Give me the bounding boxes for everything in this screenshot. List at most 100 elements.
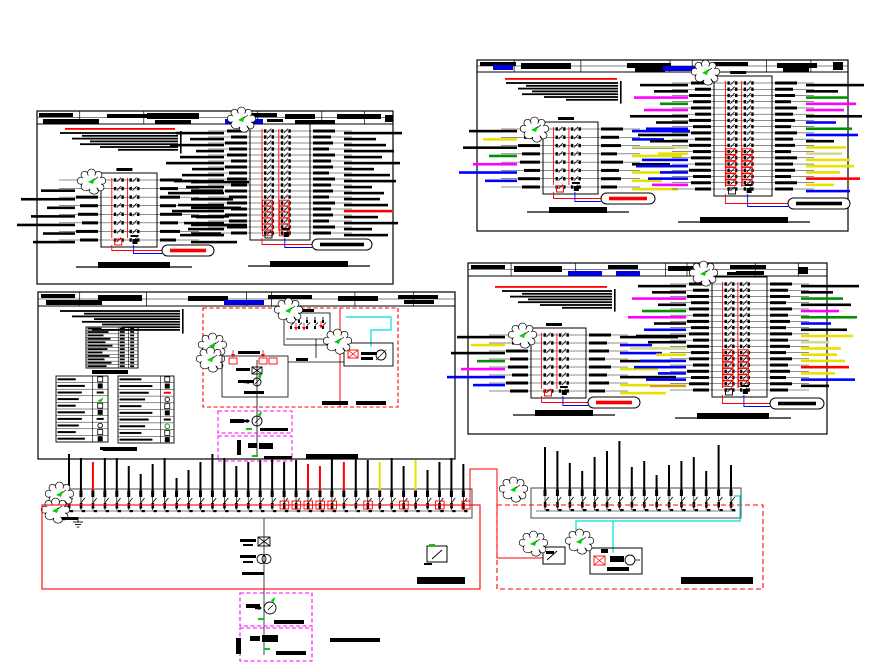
boundary-label-2 bbox=[356, 401, 386, 405]
boundary-label-1 bbox=[322, 401, 348, 405]
sheet-c-notes bbox=[495, 286, 616, 312]
rev-cloud-d1 bbox=[273, 297, 304, 324]
upper-panel-label bbox=[300, 309, 314, 312]
transformer-label2 bbox=[243, 561, 253, 563]
feeder-switch-label2 bbox=[243, 544, 253, 546]
mc1-arrow bbox=[246, 604, 260, 608]
genset-breaker bbox=[347, 349, 359, 359]
meter-room-1 bbox=[217, 410, 293, 434]
main-board-box bbox=[221, 355, 289, 398]
sheet-b-titlebar bbox=[476, 59, 849, 73]
mr2-wall bbox=[237, 440, 241, 455]
riser-cloud-label bbox=[62, 517, 78, 520]
genset-box bbox=[343, 342, 394, 367]
rev-cloud-d4 bbox=[322, 328, 353, 355]
feeder-note bbox=[242, 572, 264, 575]
panelboard-c2 bbox=[628, 260, 859, 419]
mc1-label bbox=[274, 620, 304, 624]
mr2-mark bbox=[252, 455, 258, 457]
meter-cabinet-1 bbox=[239, 592, 313, 627]
main-cb-2 bbox=[258, 357, 268, 365]
riser-title-left bbox=[306, 454, 358, 459]
trip-arrow-2 bbox=[302, 323, 306, 331]
interconnect-red bbox=[469, 468, 543, 559]
main-distribution-board bbox=[56, 454, 473, 519]
ats-box bbox=[542, 546, 566, 565]
sheet-a-notes bbox=[60, 128, 182, 154]
zone-left-title bbox=[417, 577, 465, 584]
load-table bbox=[85, 326, 139, 369]
meter-room-2 bbox=[217, 435, 293, 462]
tie-label bbox=[296, 358, 308, 361]
spare-switch-box bbox=[426, 545, 448, 563]
genset-right-label bbox=[607, 567, 629, 571]
rev-cloud-d3 bbox=[195, 346, 226, 373]
rev-cloud-ats bbox=[518, 530, 549, 557]
mc2-sym1 bbox=[250, 636, 260, 641]
main-cb-1 bbox=[228, 357, 238, 365]
feeder-switch bbox=[257, 536, 271, 547]
transformer-label1 bbox=[240, 555, 256, 558]
genset-label-1 bbox=[361, 352, 377, 355]
genset-shaft bbox=[375, 349, 387, 361]
zone-left bbox=[41, 504, 481, 590]
main-switch bbox=[251, 366, 263, 375]
sheet-c-titlebar bbox=[467, 262, 828, 277]
sheet-b-notes bbox=[505, 78, 622, 104]
zone-right-title bbox=[681, 577, 753, 584]
rev-cloud-genset bbox=[564, 528, 595, 555]
mr1-mark bbox=[246, 428, 252, 430]
feeder-switch-label1 bbox=[240, 539, 256, 542]
load-table-caption bbox=[92, 370, 128, 374]
genset-label-2 bbox=[361, 357, 373, 360]
panelboard-a1 bbox=[17, 168, 249, 268]
panelboard-a2 bbox=[166, 106, 402, 267]
control-wire-cyan-1 bbox=[575, 495, 741, 547]
main-switch-label bbox=[236, 368, 250, 371]
mr1-arrow bbox=[230, 419, 244, 423]
mr1-label bbox=[260, 428, 288, 431]
main-arrow-1 bbox=[231, 350, 235, 358]
sheet-d-notes bbox=[60, 309, 184, 334]
mr2-sym2 bbox=[259, 443, 273, 449]
main-meter-label bbox=[238, 380, 254, 383]
legend-right bbox=[117, 375, 175, 444]
genset-right-box bbox=[589, 547, 643, 575]
upper-panel-box bbox=[283, 312, 331, 346]
genset-right-blob bbox=[610, 556, 624, 562]
trip-arrow-1 bbox=[294, 323, 298, 331]
ats-label bbox=[546, 551, 554, 554]
mr1-meter bbox=[243, 411, 263, 427]
spare-switch-blade bbox=[431, 549, 443, 560]
genset-top-tap1 bbox=[601, 549, 608, 553]
rev-cloud-riser-3 bbox=[498, 476, 529, 503]
zone-right bbox=[496, 504, 764, 590]
panelboard-c1 bbox=[447, 322, 678, 416]
meter-cabinet-2 bbox=[239, 627, 313, 662]
trip-arrow-3 bbox=[319, 321, 323, 329]
main-cb-3 bbox=[268, 357, 278, 365]
mc1-meter bbox=[255, 597, 277, 615]
mc2-mark bbox=[264, 648, 270, 650]
spare-switch-mark bbox=[429, 544, 435, 546]
main-arrow-2 bbox=[261, 350, 265, 358]
spare-switch-label bbox=[424, 563, 432, 565]
main-board-label bbox=[238, 351, 260, 354]
mc2-sym2 bbox=[262, 635, 278, 642]
mc2-label bbox=[276, 651, 306, 655]
genset-right-breaker bbox=[593, 555, 606, 566]
mr2-label bbox=[264, 456, 292, 459]
transformer-symbol bbox=[256, 554, 272, 564]
sheet-d-titlebar bbox=[37, 291, 456, 307]
panelboard-b2 bbox=[630, 59, 864, 223]
legend-left bbox=[55, 375, 109, 443]
main-note bbox=[244, 391, 264, 394]
mr2-sym1 bbox=[248, 443, 257, 448]
meter-wire-cyan bbox=[346, 316, 392, 347]
ats-blade bbox=[546, 550, 558, 561]
genset-symbol bbox=[375, 349, 387, 361]
stack-caption bbox=[330, 638, 380, 642]
mc2-wall bbox=[236, 638, 241, 654]
